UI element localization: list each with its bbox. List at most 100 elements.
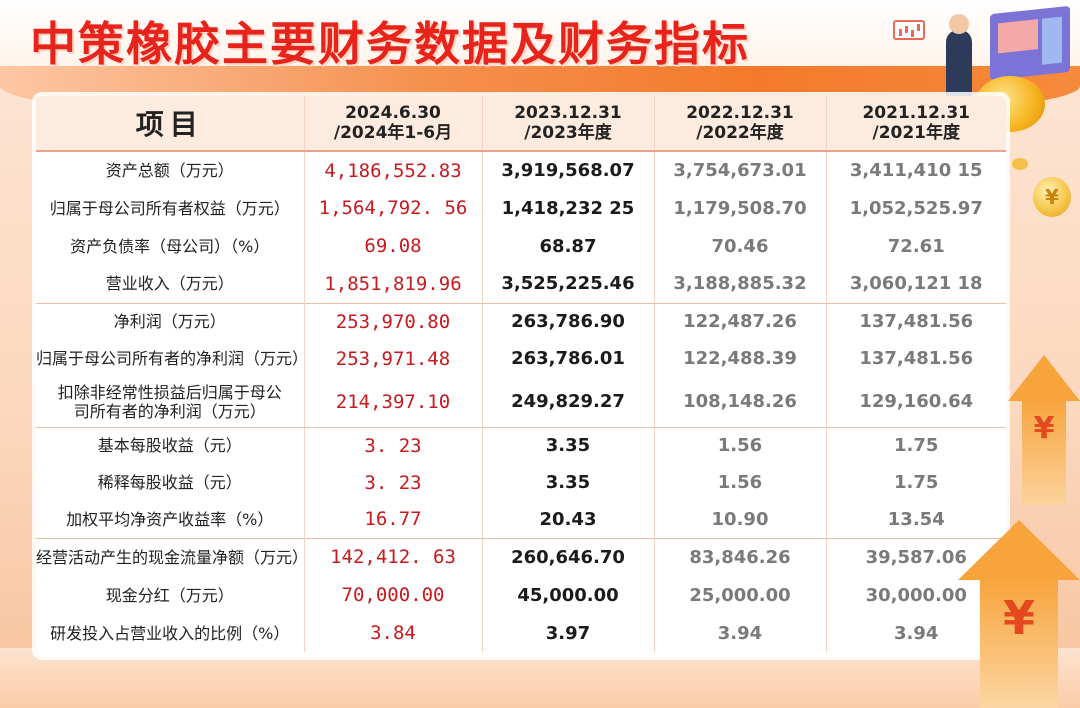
header-period-date: 2021.12.31 <box>862 103 971 123</box>
row-label: 现金分红（万元） <box>105 585 234 605</box>
row-value: 1.75 <box>825 464 1006 501</box>
row-label: 资产负债率（母公司）（%） <box>70 236 270 256</box>
row-label: 稀释每股收益（元） <box>97 473 242 492</box>
row-value: 69.08 <box>303 227 482 265</box>
row-value: 3,525,225.46 <box>481 265 654 303</box>
presentation-board-illustration <box>990 5 1070 81</box>
row-value: 122,488.39 <box>653 340 826 377</box>
header-period-date: 2022.12.31 <box>686 103 794 123</box>
row-value: 10.90 <box>653 501 826 538</box>
yen-icon: ¥ <box>1022 399 1066 505</box>
row-value: 3.35 <box>481 426 654 464</box>
page-title: 中策橡胶主要财务数据及财务指标 <box>30 17 750 71</box>
header-period-span: /2024年1-6月 <box>333 123 453 143</box>
row-value: 214,397.10 <box>303 377 482 427</box>
row-label: 营业收入（万元） <box>105 274 234 294</box>
row-value: 3. 23 <box>303 426 482 464</box>
row-value: 263,786.90 <box>481 302 654 340</box>
row-value: 83,846.26 <box>653 537 826 576</box>
row-label: 研发投入占营业收入的比例（%） <box>50 623 290 643</box>
row-value: 129,160.64 <box>825 377 1006 427</box>
row-value: 30,000.00 <box>825 576 1006 614</box>
row-value: 3,060,121 18 <box>825 265 1006 303</box>
row-label: 资产总额（万元） <box>105 161 234 180</box>
table-header-row: 项目 2024.6.30 /2024年1-6月 2023.12.31 /2023… <box>36 96 1006 151</box>
table-row: 资产负债率（母公司）（%） 69.08 68.87 70.46 72.61 <box>36 227 1006 265</box>
row-value: 1,052,525.97 <box>825 189 1006 227</box>
row-value: 68.87 <box>481 227 654 265</box>
header-period-span: /2022年度 <box>696 123 784 143</box>
row-value: 3.35 <box>481 464 654 501</box>
row-label: 基本每股收益（元） <box>36 426 304 464</box>
row-value: 1.56 <box>653 464 826 501</box>
row-value: 70,000.00 <box>303 576 482 614</box>
row-label: 归属于母公司所有者权益（万元） <box>49 198 290 218</box>
small-coin-illustration <box>1012 158 1028 170</box>
row-value: 1,179,508.70 <box>653 189 826 227</box>
row-value: 142,412. 63 <box>303 537 482 576</box>
table-row: 营业收入（万元） 1,851,819.96 3,525,225.46 3,188,88… <box>36 265 1006 303</box>
table-row: 研发投入占营业收入的比例（%） 3.84 3.97 3.94 3.94 <box>36 614 1006 652</box>
table-row: 资产总额（万元） 4,186,552.83 3,919,568.07 3,754,67… <box>36 151 1006 189</box>
arrow-head <box>1008 355 1080 401</box>
row-value: 3.97 <box>481 614 654 652</box>
row-value: 25,000.00 <box>653 576 826 614</box>
table-row: 归属于母公司所有者权益（万元） 1,564,792. 56 1,418,232 25… <box>36 189 1006 227</box>
header-period-date: 2023.12.31 <box>514 103 622 123</box>
row-value: 249,829.27 <box>481 377 654 427</box>
table-body: 资产总额（万元） 4,186,552.83 3,919,568.07 3,754,67… <box>36 151 1006 652</box>
financial-table-card: 项目 2024.6.30 /2024年1-6月 2023.12.31 /2023… <box>36 96 1006 656</box>
financial-table: 项目 2024.6.30 /2024年1-6月 2023.12.31 /2023… <box>36 96 1006 652</box>
row-value: 3. 23 <box>303 464 482 501</box>
row-value: 137,481.56 <box>825 302 1006 340</box>
row-label: 归属于母公司所有者的净利润（万元） <box>36 349 309 368</box>
row-value: 3,754,673.01 <box>653 151 826 189</box>
table-row: 扣除非经常性损益后归属于母公司所有者的净利润（万元） 214,397.10 249,… <box>36 377 1006 427</box>
up-arrow-yen-illustration: ¥ <box>1008 355 1080 505</box>
header-period-2022: 2022.12.31 /2022年度 <box>653 96 826 151</box>
row-value: 72.61 <box>825 227 1006 265</box>
row-value: 108,148.26 <box>653 377 826 427</box>
table-row: 基本每股收益（元） 3. 23 3.35 1.56 1.75 <box>36 426 1006 464</box>
row-label: 经营活动产生的现金流量净额（万元） <box>36 537 308 576</box>
row-value: 122,487.26 <box>653 302 826 340</box>
header-period-date: 2024.6.30 <box>345 103 441 123</box>
header-period-2024h1: 2024.6.30 /2024年1-6月 <box>303 96 482 151</box>
table-row: 经营活动产生的现金流量净额（万元） 142,412. 63 260,646.70 83… <box>36 537 1006 576</box>
arrow-head <box>958 520 1080 580</box>
row-value: 137,481.56 <box>825 340 1006 377</box>
table-row: 净利润（万元） 253,970.80 263,786.90 122,487.26 137… <box>36 302 1006 340</box>
large-up-arrow-yen-illustration: ¥ <box>958 520 1080 708</box>
row-value: 3,411,410 15 <box>825 151 1006 189</box>
row-value: 263,786.01 <box>481 340 654 377</box>
table-row: 归属于母公司所有者的净利润（万元） 253,971.48 263,786.01 122… <box>36 340 1006 377</box>
row-value: 260,646.70 <box>481 537 654 576</box>
header-period-span: /2021年度 <box>872 123 961 143</box>
header-period-2021: 2021.12.31 /2021年度 <box>825 96 1006 151</box>
row-value: 70.46 <box>653 227 826 265</box>
row-value: 3.84 <box>303 614 482 652</box>
row-value: 253,970.80 <box>303 302 482 340</box>
row-value: 3.94 <box>653 614 826 652</box>
row-value: 3,919,568.07 <box>481 151 654 189</box>
row-value: 1,851,819.96 <box>303 265 482 303</box>
row-value: 1.75 <box>825 426 1006 464</box>
header-period-span: /2023年度 <box>524 123 612 143</box>
person-illustration <box>946 14 972 100</box>
row-value: 1.56 <box>653 426 826 464</box>
bottom-wave <box>0 648 1080 708</box>
row-label: 扣除非经常性损益后归属于母公司所有者的净利润（万元） <box>57 382 282 421</box>
yen-coin-icon: ¥ <box>1033 177 1071 217</box>
row-value: 253,971.48 <box>303 340 482 377</box>
table-row: 现金分红（万元） 70,000.00 45,000.00 25,000.00 30,00… <box>36 576 1006 614</box>
row-value: 4,186,552.83 <box>303 151 482 189</box>
row-label: 净利润（万元） <box>36 302 304 340</box>
row-value: 3.94 <box>825 614 1006 652</box>
yen-icon: ¥ <box>980 578 1058 708</box>
header-item: 项目 <box>36 96 304 151</box>
row-value: 16.77 <box>303 501 482 538</box>
row-value: 20.43 <box>481 501 654 538</box>
chart-icon <box>893 20 925 40</box>
table-row: 稀释每股收益（元） 3. 23 3.35 1.56 1.75 <box>36 464 1006 501</box>
row-label: 加权平均净资产收益率（%） <box>66 509 274 529</box>
